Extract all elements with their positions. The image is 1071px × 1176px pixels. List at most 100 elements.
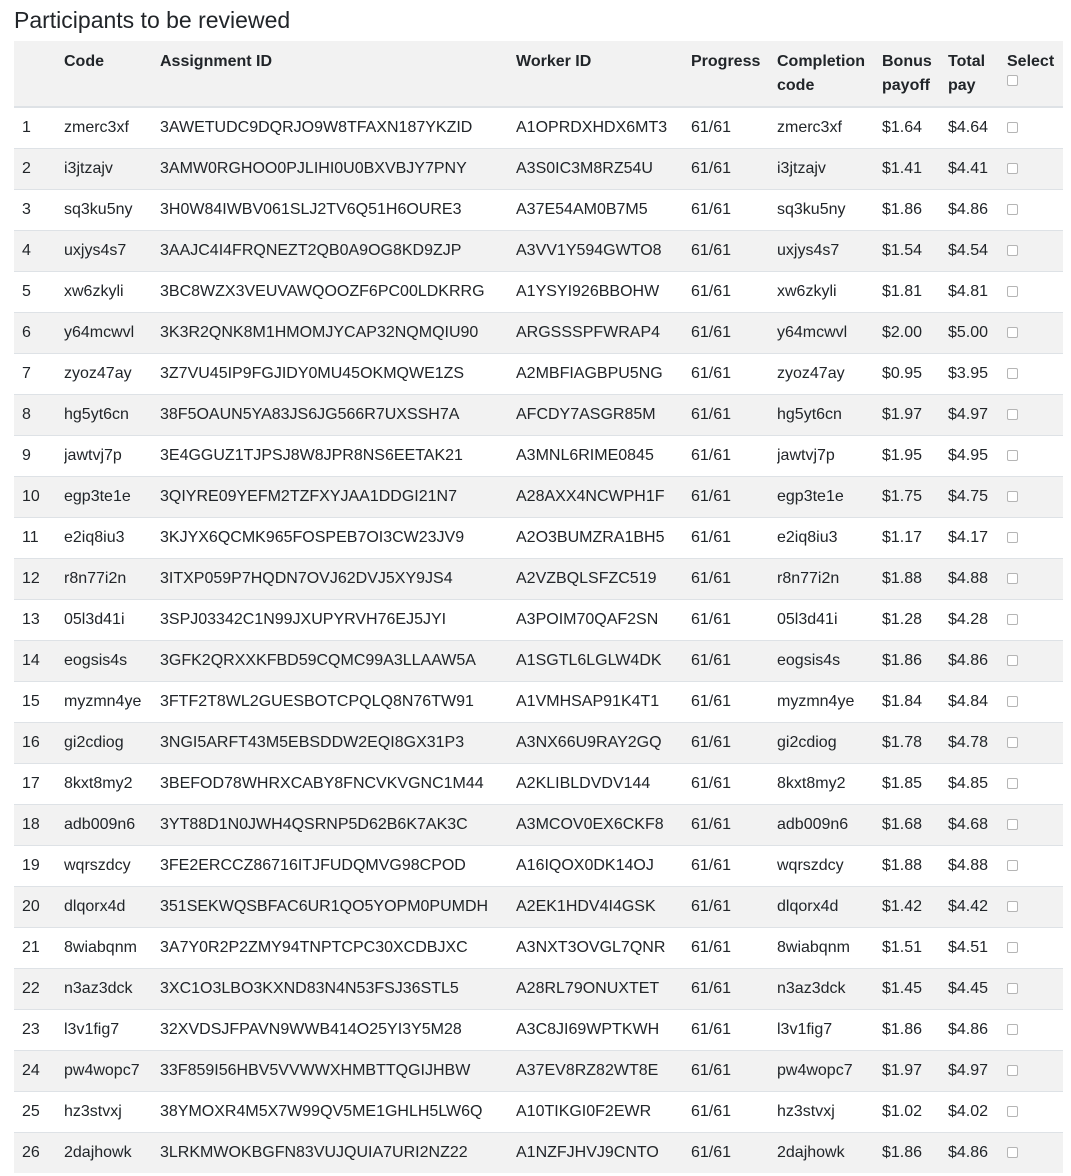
worker-id: A2VZBQLSFZC519	[516, 557, 691, 599]
select-cell	[1007, 1131, 1063, 1173]
total-pay: $4.85	[948, 762, 1007, 804]
table-row: 1 zmerc3xf 3AWETUDC9DQRJO9W8TFAXN187YKZID A…	[14, 107, 1063, 148]
row-select-checkbox[interactable]	[1007, 162, 1018, 174]
participant-code: dlqorx4d	[64, 885, 160, 927]
bonus-payoff: $1.41	[882, 147, 948, 189]
row-select-checkbox[interactable]	[1007, 736, 1018, 748]
row-select-checkbox[interactable]	[1007, 285, 1018, 297]
select-cell	[1007, 762, 1063, 804]
row-select-checkbox[interactable]	[1007, 1105, 1018, 1117]
row-index: 5	[14, 270, 64, 312]
row-select-checkbox[interactable]	[1007, 982, 1018, 994]
row-index: 4	[14, 229, 64, 271]
select-cell	[1007, 967, 1063, 1009]
row-select-checkbox[interactable]	[1007, 695, 1018, 707]
select-cell	[1007, 188, 1063, 230]
progress-value: 61/61	[691, 270, 777, 312]
assignment-id: 3Z7VU45IP9FGJIDY0MU45OKMQWE1ZS	[160, 352, 516, 394]
select-cell	[1007, 311, 1063, 353]
row-select-checkbox[interactable]	[1007, 818, 1018, 830]
row-select-checkbox[interactable]	[1007, 941, 1018, 953]
row-select-checkbox[interactable]	[1007, 900, 1018, 912]
row-select-checkbox[interactable]	[1007, 326, 1018, 338]
completion-code: dlqorx4d	[777, 885, 882, 927]
progress-value: 61/61	[691, 393, 777, 435]
worker-id: A37EV8RZ82WT8E	[516, 1049, 691, 1091]
row-select-checkbox[interactable]	[1007, 859, 1018, 871]
select-cell	[1007, 721, 1063, 763]
table-row: 21 8wiabqnm 3A7Y0R2P2ZMY94TNPTCPC30XCDBJXC…	[14, 926, 1063, 968]
worker-id: A3MNL6RIME0845	[516, 434, 691, 476]
table-row: 4 uxjys4s7 3AAJC4I4FRQNEZT2QB0A9OG8KD9ZJP A…	[14, 229, 1063, 271]
total-pay: $4.95	[948, 434, 1007, 476]
assignment-id: 3XC1O3LBO3KXND83N4N53FSJ36STL5	[160, 967, 516, 1009]
assignment-id: 3AMW0RGHOO0PJLIHI0U0BXVBJY7PNY	[160, 147, 516, 189]
participant-code: l3v1fig7	[64, 1008, 160, 1050]
participant-code: hz3stvxj	[64, 1090, 160, 1132]
header-bonus-payoff: Bonus payoff	[882, 41, 948, 108]
participant-code: uxjys4s7	[64, 229, 160, 271]
worker-id: A1OPRDXHDX6MT3	[516, 118, 668, 136]
bonus-payoff: $1.86	[882, 1008, 948, 1050]
bonus-payoff: $1.78	[882, 721, 948, 763]
row-select-checkbox[interactable]	[1007, 122, 1018, 134]
row-index: 21	[14, 926, 64, 968]
participant-code: i3jtzajv	[64, 147, 160, 189]
row-select-checkbox[interactable]	[1007, 244, 1018, 256]
row-select-checkbox[interactable]	[1007, 1023, 1018, 1035]
worker-id: A2O3BUMZRA1BH5	[516, 516, 691, 558]
progress-value: 61/61	[691, 188, 777, 230]
row-select-checkbox[interactable]	[1007, 572, 1018, 584]
row-select-checkbox[interactable]	[1007, 449, 1018, 461]
select-cell	[1007, 393, 1063, 435]
completion-code: gi2cdiog	[777, 721, 882, 763]
table-row: 16 gi2cdiog 3NGI5ARFT43M5EBSDDW2EQI8GX31P3…	[14, 721, 1063, 763]
progress-value: 61/61	[691, 844, 777, 886]
completion-code: hg5yt6cn	[777, 393, 882, 435]
row-select-checkbox[interactable]	[1007, 531, 1018, 543]
row-index: 17	[14, 762, 64, 804]
row-index: 2	[14, 147, 64, 189]
select-cell	[1007, 1008, 1063, 1050]
row-select-checkbox[interactable]	[1007, 1064, 1018, 1076]
row-select-checkbox[interactable]	[1007, 1147, 1018, 1159]
select-all-checkbox[interactable]	[1007, 75, 1018, 86]
participant-code: zyoz47ay	[64, 352, 160, 394]
total-pay: $4.84	[948, 680, 1007, 722]
progress-value: 61/61	[691, 1008, 777, 1050]
worker-id: A2EK1HDV4I4GSK	[516, 885, 691, 927]
table-row: 3 sq3ku5ny 3H0W84IWBV061SLJ2TV6Q51H6OURE3 A…	[14, 188, 1063, 230]
table-row: 18 adb009n6 3YT88D1N0JWH4QSRNP5D62B6K7AK3C…	[14, 803, 1063, 845]
row-select-checkbox[interactable]	[1007, 777, 1018, 789]
row-select-checkbox[interactable]	[1007, 203, 1018, 215]
row-index: 10	[14, 475, 64, 517]
total-pay: $4.88	[948, 844, 1007, 886]
assignment-id: 3H0W84IWBV061SLJ2TV6Q51H6OURE3	[160, 188, 516, 230]
table-row: 25 hz3stvxj 38YMOXR4M5X7W99QV5ME1GHLH5LW6Q…	[14, 1090, 1063, 1132]
completion-code: hz3stvxj	[777, 1090, 882, 1132]
bonus-payoff: $1.86	[882, 1131, 948, 1173]
participant-code: gi2cdiog	[64, 721, 160, 763]
row-select-checkbox[interactable]	[1007, 490, 1018, 502]
worker-id: ARGSSSPFWRAP4	[516, 311, 691, 353]
total-pay: $4.64	[948, 118, 989, 136]
completion-code: e2iq8iu3	[777, 516, 882, 558]
progress-value: 61/61	[691, 721, 777, 763]
row-select-checkbox[interactable]	[1007, 654, 1018, 666]
select-cell	[1007, 475, 1063, 517]
total-pay: $4.68	[948, 803, 1007, 845]
row-select-checkbox[interactable]	[1007, 408, 1018, 420]
total-pay: $4.86	[948, 1131, 1007, 1173]
progress-value: 61/61	[691, 885, 777, 927]
completion-code: sq3ku5ny	[777, 188, 882, 230]
header-worker-id: Worker ID	[516, 41, 691, 108]
progress-value: 61/61	[691, 803, 777, 845]
completion-code: pw4wopc7	[777, 1049, 882, 1091]
row-select-checkbox[interactable]	[1007, 613, 1018, 625]
total-pay: $4.97	[948, 393, 1007, 435]
worker-id: A3MCOV0EX6CKF8	[516, 803, 691, 845]
row-select-checkbox[interactable]	[1007, 367, 1018, 379]
progress-value: 61/61	[691, 1049, 777, 1091]
assignment-id: 33F859I56HBV5VVWWXHMBTTQGIJHBW	[160, 1049, 516, 1091]
